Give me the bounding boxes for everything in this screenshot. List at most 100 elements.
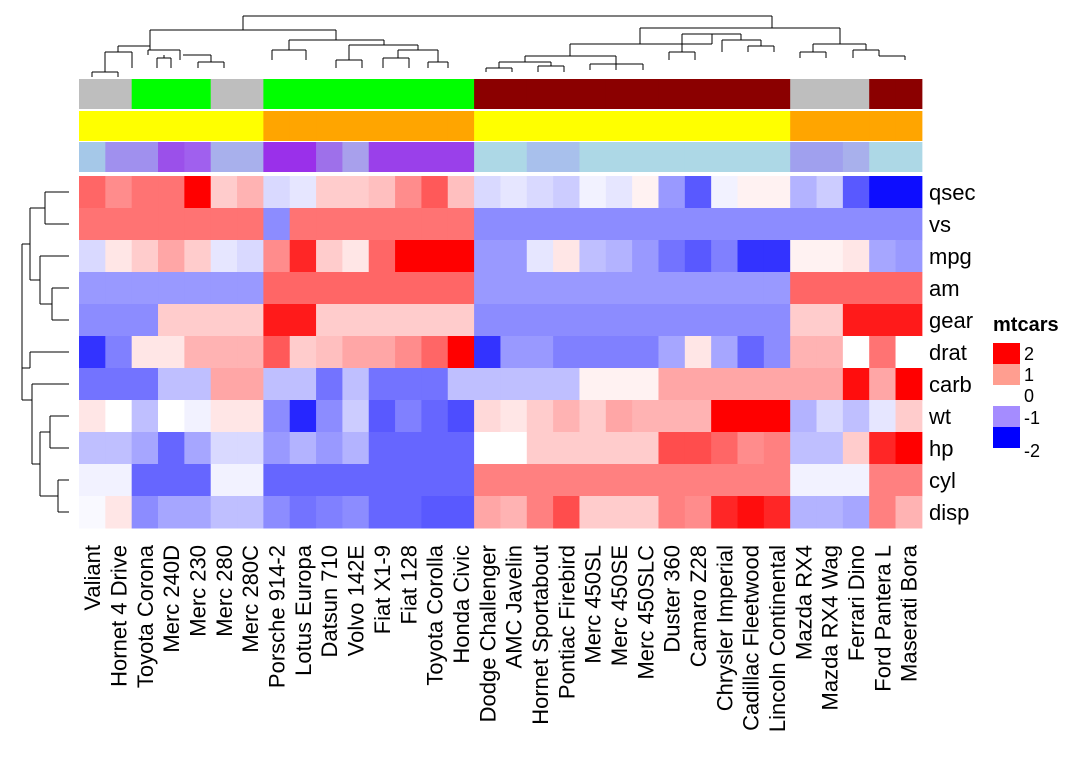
cell-gear-ferrari-dino	[842, 304, 870, 337]
cell-am-cadillac-fleetwood	[737, 272, 765, 305]
annotation-3-hornet-sportabout	[526, 142, 554, 172]
cell-gear-datsun-710	[316, 304, 343, 337]
cell-disp-maserati-bora	[895, 496, 923, 529]
cell-am-porsche-914-2	[263, 272, 291, 305]
cell-cyl-lincoln-continental	[763, 464, 791, 497]
cell-gear-lotus-europa	[289, 304, 317, 337]
annotation-2-merc-280c	[237, 111, 264, 141]
cell-carb-fiat-128	[395, 368, 422, 401]
annotation-3-merc-240d	[158, 142, 185, 172]
cell-gear-mazda-rx4	[790, 304, 818, 337]
cell-cyl-hornet-4-drive	[105, 464, 133, 497]
cell-am-pontiac-firebird	[553, 272, 580, 305]
annotation-3-volvo-142e	[342, 142, 370, 172]
cell-wt-merc-280	[210, 400, 238, 433]
annotation-2-ford-pantera-l	[869, 111, 897, 141]
cell-cyl-mazda-rx4-wag	[816, 464, 844, 497]
annotation-3-valiant	[79, 142, 106, 172]
column-label-fiat-x1-9: Fiat X1-9	[370, 545, 395, 634]
cell-mpg-merc-240d	[158, 240, 185, 273]
cell-drat-hornet-4-drive	[105, 336, 133, 369]
cell-hp-ferrari-dino	[842, 432, 870, 465]
legend-title: mtcars	[993, 314, 1059, 336]
cell-mpg-toyota-corona	[131, 240, 159, 273]
annotation-2-merc-240d	[158, 111, 185, 141]
cell-cyl-merc-280	[210, 464, 238, 497]
cell-gear-hornet-4-drive	[105, 304, 133, 337]
cell-wt-merc-240d	[158, 400, 185, 433]
column-label-merc-280: Merc 280	[212, 545, 237, 637]
cell-carb-merc-240d	[158, 368, 185, 401]
cell-wt-honda-civic	[447, 400, 475, 433]
annotation-1-mazda-rx4-wag	[816, 79, 844, 109]
row-label-drat: drat	[929, 340, 967, 365]
annotation-3-merc-450sl	[579, 142, 607, 172]
column-label-dodge-challenger: Dodge Challenger	[475, 545, 500, 722]
annotation-1-pontiac-firebird	[553, 79, 580, 109]
cell-carb-datsun-710	[316, 368, 343, 401]
cell-disp-merc-230	[184, 496, 212, 529]
cell-qsec-mazda-rx4-wag	[816, 176, 844, 209]
cell-hp-fiat-x1-9	[368, 432, 396, 465]
cell-wt-dodge-challenger	[474, 400, 501, 433]
cell-carb-camaro-z28	[684, 368, 712, 401]
annotation-2-volvo-142e	[342, 111, 370, 141]
cell-qsec-merc-450slc	[632, 176, 659, 209]
cell-am-toyota-corona	[131, 272, 159, 305]
cell-hp-ford-pantera-l	[869, 432, 897, 465]
annotation-1-hornet-sportabout	[526, 79, 554, 109]
cell-disp-ford-pantera-l	[869, 496, 897, 529]
annotation-2-amc-javelin	[500, 111, 528, 141]
cell-vs-camaro-z28	[684, 208, 712, 241]
annotation-2-pontiac-firebird	[553, 111, 580, 141]
cell-vs-porsche-914-2	[263, 208, 291, 241]
cell-wt-volvo-142e	[342, 400, 370, 433]
legend-swatch-neg2	[993, 427, 1020, 448]
annotation-1-honda-civic	[447, 79, 475, 109]
column-label-volvo-142e: Volvo 142E	[344, 545, 369, 656]
cell-vs-cadillac-fleetwood	[737, 208, 765, 241]
cell-gear-merc-280	[210, 304, 238, 337]
annotation-1-merc-450se	[605, 79, 633, 109]
cell-gear-merc-230	[184, 304, 212, 337]
cell-gear-mazda-rx4-wag	[816, 304, 844, 337]
column-label-datsun-710: Datsun 710	[317, 545, 342, 658]
cell-wt-mazda-rx4	[790, 400, 818, 433]
annotation-3-chrysler-imperial	[711, 142, 738, 172]
cell-disp-volvo-142e	[342, 496, 370, 529]
cell-gear-toyota-corona	[131, 304, 159, 337]
cell-drat-mazda-rx4-wag	[816, 336, 844, 369]
cell-wt-toyota-corolla	[421, 400, 449, 433]
cell-hp-porsche-914-2	[263, 432, 291, 465]
legend-swatch-1	[993, 364, 1020, 385]
annotation-1-volvo-142e	[342, 79, 370, 109]
cell-am-mazda-rx4-wag	[816, 272, 844, 305]
cell-qsec-chrysler-imperial	[711, 176, 738, 209]
cell-vs-hornet-sportabout	[526, 208, 554, 241]
cell-carb-merc-230	[184, 368, 212, 401]
cell-cyl-merc-230	[184, 464, 212, 497]
cell-vs-amc-javelin	[500, 208, 528, 241]
annotation-2-porsche-914-2	[263, 111, 291, 141]
cell-vs-toyota-corona	[131, 208, 159, 241]
annotation-1-merc-240d	[158, 79, 185, 109]
cell-vs-merc-240d	[158, 208, 185, 241]
cell-am-amc-javelin	[500, 272, 528, 305]
cell-disp-mazda-rx4-wag	[816, 496, 844, 529]
cell-gear-volvo-142e	[342, 304, 370, 337]
cell-disp-datsun-710	[316, 496, 343, 529]
annotation-2-merc-230	[184, 111, 212, 141]
cell-am-toyota-corolla	[421, 272, 449, 305]
cell-cyl-toyota-corolla	[421, 464, 449, 497]
cell-carb-merc-280	[210, 368, 238, 401]
annotation-3-maserati-bora	[895, 142, 923, 172]
cell-wt-hornet-4-drive	[105, 400, 133, 433]
cell-vs-datsun-710	[316, 208, 343, 241]
annotation-2-honda-civic	[447, 111, 475, 141]
cell-disp-toyota-corolla	[421, 496, 449, 529]
cell-qsec-mazda-rx4	[790, 176, 818, 209]
cell-hp-lotus-europa	[289, 432, 317, 465]
cell-drat-merc-230	[184, 336, 212, 369]
cell-wt-lotus-europa	[289, 400, 317, 433]
column-label-merc-280c: Merc 280C	[238, 545, 263, 653]
